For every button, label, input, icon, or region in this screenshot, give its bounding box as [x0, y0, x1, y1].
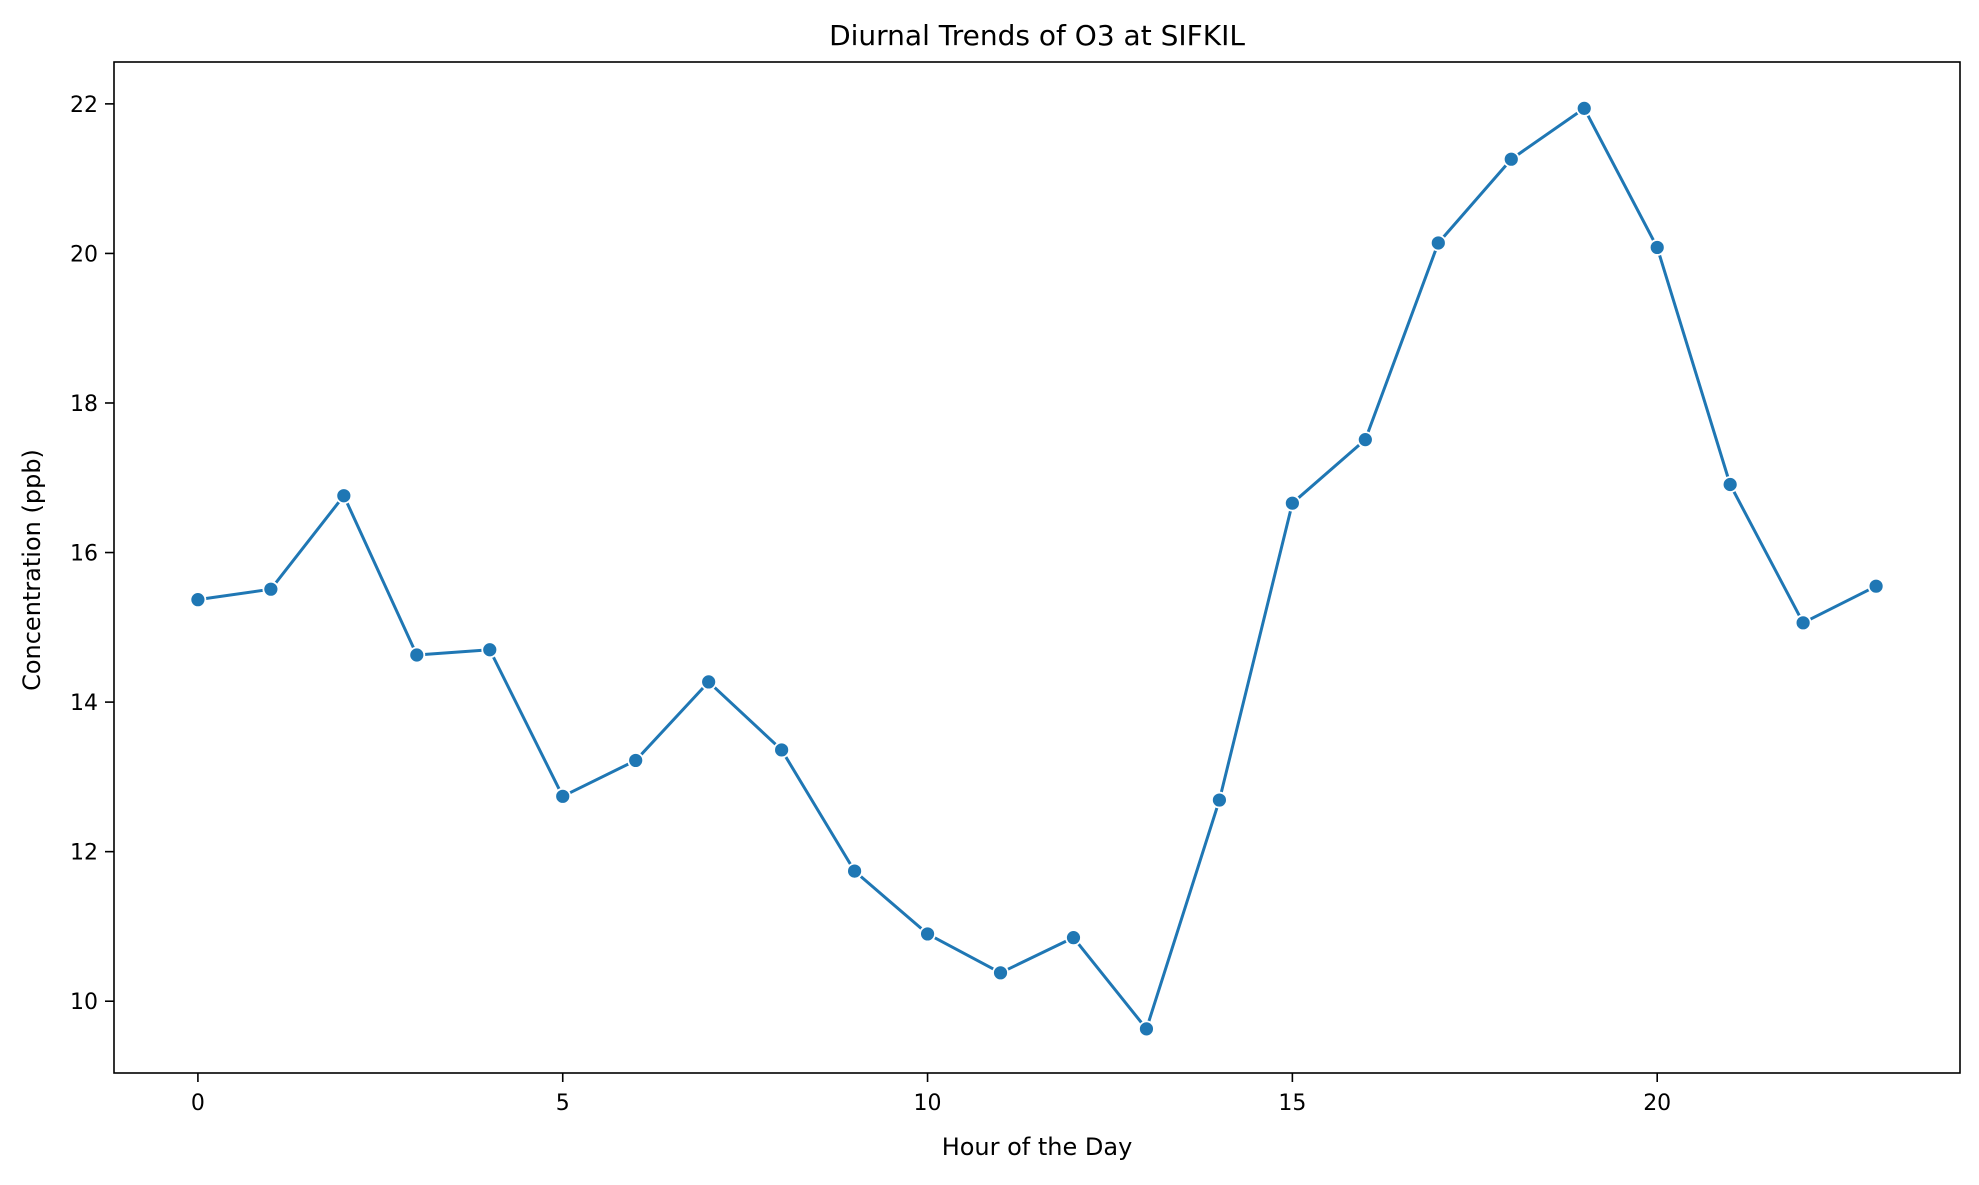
data-point — [1502, 150, 1520, 168]
data-point — [1138, 1020, 1155, 1038]
x-tick-label: 0 — [191, 1091, 205, 1116]
data-point — [189, 591, 207, 609]
data-point — [1867, 577, 1885, 595]
x-axis-label: Hour of the Day — [942, 1133, 1133, 1161]
data-point — [1065, 929, 1082, 947]
data-point — [1283, 494, 1301, 512]
x-tick-label: 10 — [914, 1091, 942, 1116]
y-tick-label: 10 — [70, 990, 98, 1015]
y-tick-label: 18 — [70, 392, 98, 417]
x-tick-label: 5 — [556, 1091, 570, 1116]
data-point — [1648, 239, 1666, 256]
data-point — [1429, 234, 1447, 252]
axis-ticks: 0 5 10 15 20 10 12 14 16 18 20 22 — [70, 93, 1671, 1116]
data-point — [1721, 476, 1739, 493]
x-tick-label: 20 — [1643, 1091, 1671, 1116]
plot-area-frame — [113, 61, 1961, 1074]
data-point — [1794, 614, 1812, 632]
x-tick-label: 15 — [1278, 1091, 1306, 1116]
y-tick-label: 14 — [70, 691, 98, 716]
y-axis-label: Concentration (ppb) — [18, 449, 46, 691]
series-line — [197, 106, 1877, 1031]
data-point — [700, 673, 718, 691]
data-point — [919, 925, 936, 943]
data-point — [481, 641, 499, 659]
y-tick-label: 16 — [70, 542, 98, 567]
data-point — [1356, 431, 1374, 449]
y-tick-label: 12 — [70, 841, 98, 866]
data-point — [335, 487, 353, 505]
series-layer — [189, 99, 1885, 1038]
data-point — [773, 741, 791, 759]
data-point — [846, 862, 863, 880]
y-tick-label: 22 — [70, 93, 98, 118]
y-tick-label: 20 — [70, 242, 98, 267]
chart-title: Diurnal Trends of O3 at SIFKIL — [829, 19, 1245, 52]
data-point — [262, 580, 280, 598]
data-point — [408, 646, 426, 664]
data-point — [1211, 791, 1228, 809]
data-point — [627, 752, 645, 769]
data-point — [1575, 99, 1593, 117]
data-point — [554, 787, 572, 805]
data-point — [992, 964, 1009, 982]
